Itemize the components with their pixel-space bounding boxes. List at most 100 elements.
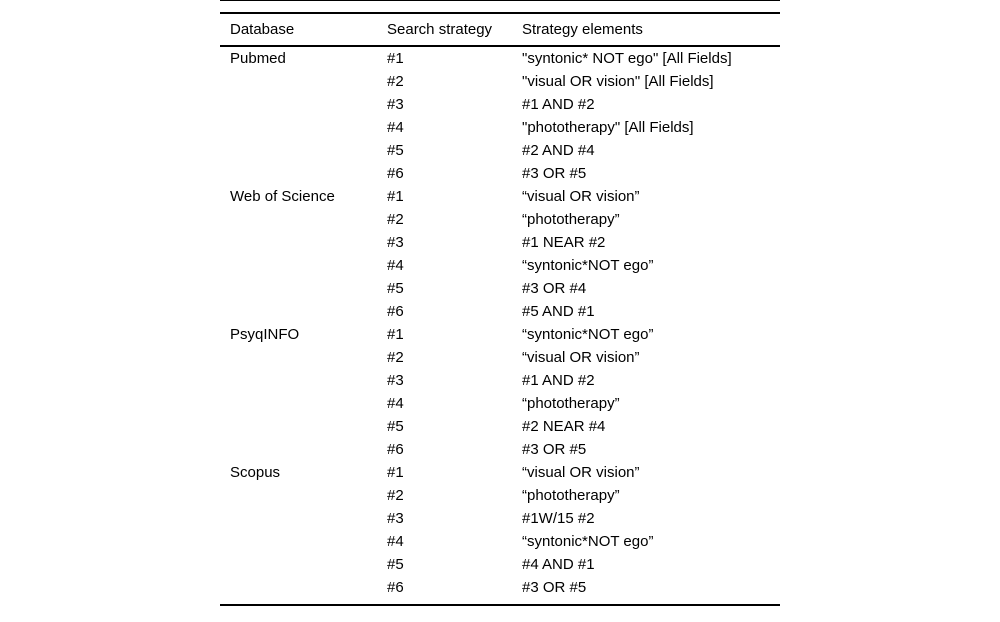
table-body: Pubmed #1 "syntonic* NOT ego" [All Field…: [220, 47, 780, 599]
strategy-element-cell: “syntonic*NOT ego”: [522, 257, 654, 274]
database-cell: PsyqINFO: [230, 326, 300, 343]
strategy-element-cell: #5 AND #1: [522, 303, 595, 320]
strategy-element-cell: #3 OR #5: [522, 165, 587, 182]
top-hairline: [220, 0, 780, 1]
database-cell: [220, 346, 387, 369]
table-row: #4 “phototherapy”: [220, 392, 780, 415]
step-cell: #2: [387, 211, 404, 228]
step-cell: #5: [387, 556, 404, 573]
table-row: #6 #3 OR #5: [220, 438, 780, 461]
table-row: #4 "phototherapy" [All Fields]: [220, 116, 780, 139]
strategy-element-cell: "syntonic* NOT ego" [All Fields]: [522, 50, 732, 67]
strategy-element-cell: #2 NEAR #4: [522, 418, 606, 435]
step-cell: #4: [387, 119, 404, 136]
database-cell: [220, 231, 387, 254]
table-row: #5 #4 AND #1: [220, 553, 780, 576]
table-row: #3 #1 NEAR #2: [220, 231, 780, 254]
strategy-element-cell: #3 OR #4: [522, 280, 587, 297]
step-cell: #3: [387, 234, 404, 251]
strategy-element-cell: “syntonic*NOT ego”: [522, 326, 654, 343]
strategy-element-cell: “visual OR vision”: [522, 188, 640, 205]
step-cell: #3: [387, 510, 404, 527]
table-row: PsyqINFO #1 “syntonic*NOT ego”: [220, 323, 780, 346]
strategy-element-cell: #1W/15 #2: [522, 510, 595, 527]
step-cell: #6: [387, 165, 404, 182]
database-cell: [220, 576, 387, 599]
step-cell: #4: [387, 395, 404, 412]
database-cell: [220, 392, 387, 415]
strategy-element-cell: “phototherapy”: [522, 211, 620, 228]
step-cell: #4: [387, 257, 404, 274]
table-row: #3 #1 AND #2: [220, 93, 780, 116]
table-row: Scopus #1 “visual OR vision”: [220, 461, 780, 484]
strategy-element-cell: #1 AND #2: [522, 372, 595, 389]
database-cell: [220, 162, 387, 185]
table-row: #5 #2 NEAR #4: [220, 415, 780, 438]
step-cell: #2: [387, 349, 404, 366]
strategy-element-cell: “visual OR vision”: [522, 464, 640, 481]
table-row: #3 #1W/15 #2: [220, 507, 780, 530]
header-strategy-elements: Strategy elements: [522, 21, 643, 38]
search-strategy-table: Database Search strategy Strategy elemen…: [220, 0, 780, 606]
strategy-element-cell: “phototherapy”: [522, 487, 620, 504]
table-row: #4 “syntonic*NOT ego”: [220, 530, 780, 553]
strategy-element-cell: #2 AND #4: [522, 142, 595, 159]
database-cell: [220, 139, 387, 162]
strategy-element-cell: #1 AND #2: [522, 96, 595, 113]
table-row: #6 #3 OR #5: [220, 162, 780, 185]
table-row: #3 #1 AND #2: [220, 369, 780, 392]
step-cell: #3: [387, 96, 404, 113]
database-cell: [220, 484, 387, 507]
table-row: #2 “visual OR vision”: [220, 346, 780, 369]
header-search-strategy: Search strategy: [387, 21, 493, 38]
table-row: #5 #2 AND #4: [220, 139, 780, 162]
database-cell: [220, 70, 387, 93]
table-row: #2 "visual OR vision" [All Fields]: [220, 70, 780, 93]
table-row: #2 “phototherapy”: [220, 208, 780, 231]
table-row: #4 “syntonic*NOT ego”: [220, 254, 780, 277]
step-cell: #1: [387, 326, 404, 343]
step-cell: #4: [387, 533, 404, 550]
table-row: #6 #3 OR #5: [220, 576, 780, 599]
database-cell: [220, 553, 387, 576]
strategy-element-cell: #1 NEAR #2: [522, 234, 606, 251]
strategy-element-cell: "phototherapy" [All Fields]: [522, 119, 694, 136]
table-header-row: Database Search strategy Strategy elemen…: [220, 14, 780, 45]
database-cell: [220, 116, 387, 139]
table-row: #6 #5 AND #1: [220, 300, 780, 323]
step-cell: #5: [387, 280, 404, 297]
database-cell: [220, 415, 387, 438]
header-database: Database: [230, 21, 295, 38]
table-row: #2 “phototherapy”: [220, 484, 780, 507]
header-rule: [220, 45, 780, 47]
step-cell: #5: [387, 142, 404, 159]
top-gap: [220, 1, 780, 12]
table-row: Web of Science #1 “visual OR vision”: [220, 185, 780, 208]
database-cell: Pubmed: [230, 50, 286, 67]
step-cell: #2: [387, 73, 404, 90]
step-cell: #3: [387, 372, 404, 389]
strategy-element-cell: #4 AND #1: [522, 556, 595, 573]
step-cell: #5: [387, 418, 404, 435]
strategy-element-cell: #3 OR #5: [522, 579, 587, 596]
database-cell: [220, 369, 387, 392]
database-cell: [220, 300, 387, 323]
step-cell: #1: [387, 50, 404, 67]
database-cell: [220, 208, 387, 231]
database-cell: [220, 254, 387, 277]
step-cell: #2: [387, 487, 404, 504]
database-cell: Scopus: [230, 464, 281, 481]
step-cell: #6: [387, 441, 404, 458]
database-cell: Web of Science: [230, 188, 335, 205]
step-cell: #1: [387, 188, 404, 205]
strategy-element-cell: “syntonic*NOT ego”: [522, 533, 654, 550]
table-row: Pubmed #1 "syntonic* NOT ego" [All Field…: [220, 47, 780, 70]
strategy-element-cell: #3 OR #5: [522, 441, 587, 458]
table-bottom-rule: [220, 604, 780, 606]
database-cell: [220, 530, 387, 553]
strategy-element-cell: “visual OR vision”: [522, 349, 640, 366]
strategy-element-cell: "visual OR vision" [All Fields]: [522, 73, 714, 90]
table-row: #5 #3 OR #4: [220, 277, 780, 300]
database-cell: [220, 438, 387, 461]
